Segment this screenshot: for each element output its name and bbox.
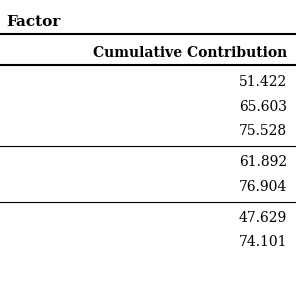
Text: 47.629: 47.629: [239, 211, 287, 225]
Text: 75.528: 75.528: [239, 124, 287, 138]
Text: 76.904: 76.904: [239, 180, 287, 194]
Text: 65.603: 65.603: [239, 100, 287, 114]
Text: Cumulative Contribution: Cumulative Contribution: [93, 46, 287, 60]
Text: 51.422: 51.422: [239, 75, 287, 89]
Text: 74.101: 74.101: [239, 235, 287, 249]
Text: Factor: Factor: [6, 15, 60, 29]
Text: 61.892: 61.892: [239, 155, 287, 169]
